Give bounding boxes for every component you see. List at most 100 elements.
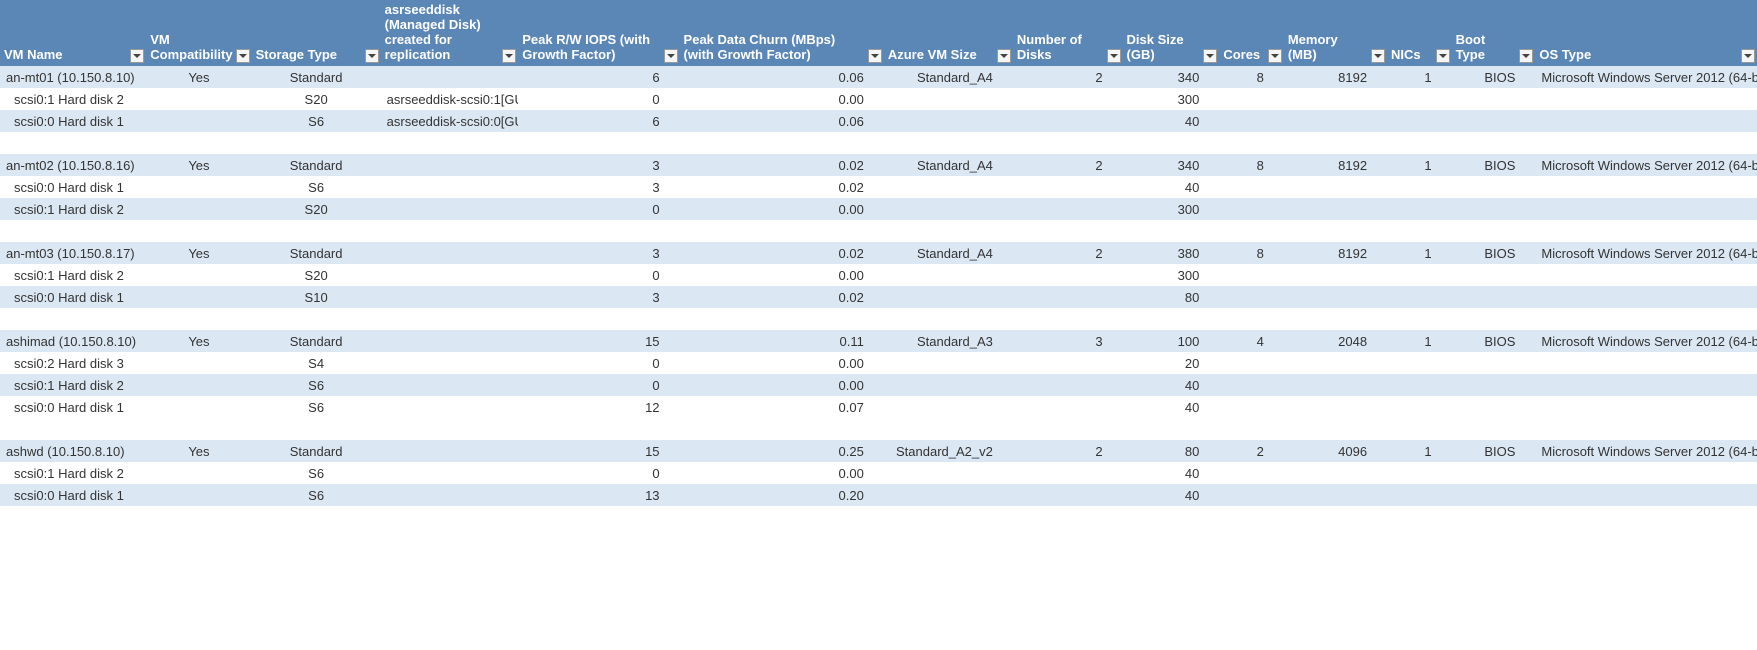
cell-vm_name: an-mt03 (10.150.8.17) xyxy=(0,242,146,264)
cell-iops xyxy=(518,308,679,330)
cell-disk_size xyxy=(1123,308,1220,330)
cell-num_disks xyxy=(1013,264,1123,286)
cell-memory xyxy=(1284,88,1387,110)
cell-vm_name: ashimad (10.150.8.10) xyxy=(0,330,146,352)
cell-iops: 0 xyxy=(518,374,679,396)
cell-iops: 3 xyxy=(518,286,679,308)
cell-churn: 0.20 xyxy=(680,484,884,506)
cell-vm_compat xyxy=(146,484,251,506)
table-row: scsi0:1 Hard disk 2S2000.00300 xyxy=(0,264,1757,286)
filter-dropdown-icon[interactable] xyxy=(236,49,250,63)
cell-memory xyxy=(1284,264,1387,286)
cell-os xyxy=(1535,220,1757,242)
cell-storage_type: S20 xyxy=(252,88,381,110)
filter-dropdown-icon[interactable] xyxy=(502,49,516,63)
cell-nics xyxy=(1387,88,1452,110)
filter-dropdown-icon[interactable] xyxy=(365,49,379,63)
table-row: scsi0:1 Hard disk 2S600.0040 xyxy=(0,462,1757,484)
cell-iops: 6 xyxy=(518,66,679,88)
filter-dropdown-icon[interactable] xyxy=(1107,49,1121,63)
col-header-label: Azure VM Size xyxy=(888,47,1009,62)
table-row: scsi0:2 Hard disk 3S400.0020 xyxy=(0,352,1757,374)
table-row: an-mt03 (10.150.8.17)YesStandard30.02Sta… xyxy=(0,242,1757,264)
cell-storage_type xyxy=(252,308,381,330)
cell-nics xyxy=(1387,352,1452,374)
cell-storage_type: S6 xyxy=(252,484,381,506)
cell-azure_size: Standard_A4 xyxy=(884,66,1013,88)
cell-churn xyxy=(680,308,884,330)
filter-dropdown-icon[interactable] xyxy=(664,49,678,63)
cell-disk_size: 20 xyxy=(1123,352,1220,374)
col-header-churn: Peak Data Churn (MBps) (with Growth Fact… xyxy=(680,0,884,66)
cell-vm_compat: Yes xyxy=(146,242,251,264)
filter-dropdown-icon[interactable] xyxy=(1436,49,1450,63)
cell-vm_compat xyxy=(146,286,251,308)
filter-dropdown-icon[interactable] xyxy=(130,49,144,63)
cell-os xyxy=(1535,110,1757,132)
cell-os xyxy=(1535,462,1757,484)
cell-cores xyxy=(1219,220,1284,242)
cell-nics xyxy=(1387,374,1452,396)
cell-azure_size xyxy=(884,374,1013,396)
cell-memory xyxy=(1284,374,1387,396)
cell-memory xyxy=(1284,352,1387,374)
filter-dropdown-icon[interactable] xyxy=(868,49,882,63)
cell-churn: 0.07 xyxy=(680,396,884,418)
cell-storage_type: Standard xyxy=(252,330,381,352)
filter-dropdown-icon[interactable] xyxy=(997,49,1011,63)
cell-cores xyxy=(1219,484,1284,506)
filter-dropdown-icon[interactable] xyxy=(1371,49,1385,63)
cell-vm_name: scsi0:1 Hard disk 2 xyxy=(0,264,146,286)
cell-churn: 0.25 xyxy=(680,440,884,462)
cell-churn xyxy=(680,506,884,528)
cell-churn: 0.11 xyxy=(680,330,884,352)
cell-asrseed xyxy=(381,264,519,286)
table-row: scsi0:0 Hard disk 1S6asrseeddisk-scsi0:0… xyxy=(0,110,1757,132)
cell-cores: 8 xyxy=(1219,66,1284,88)
cell-churn: 0.02 xyxy=(680,154,884,176)
blank-row xyxy=(0,418,1757,440)
cell-memory xyxy=(1284,418,1387,440)
cell-memory xyxy=(1284,484,1387,506)
cell-nics: 1 xyxy=(1387,154,1452,176)
cell-boot xyxy=(1452,374,1536,396)
cell-iops: 0 xyxy=(518,352,679,374)
col-header-label: Peak Data Churn (MBps) (with Growth Fact… xyxy=(684,32,880,62)
cell-vm_compat xyxy=(146,506,251,528)
cell-vm_name xyxy=(0,506,146,528)
cell-memory xyxy=(1284,132,1387,154)
table-row: scsi0:0 Hard disk 1S6120.0740 xyxy=(0,396,1757,418)
cell-iops: 3 xyxy=(518,242,679,264)
cell-disk_size: 100 xyxy=(1123,330,1220,352)
cell-nics xyxy=(1387,418,1452,440)
filter-dropdown-icon[interactable] xyxy=(1741,49,1755,63)
col-header-label: Memory (MB) xyxy=(1288,32,1383,62)
filter-dropdown-icon[interactable] xyxy=(1268,49,1282,63)
cell-memory xyxy=(1284,396,1387,418)
cell-azure_size xyxy=(884,418,1013,440)
cell-num_disks xyxy=(1013,462,1123,484)
col-header-label: Storage Type xyxy=(256,47,377,62)
filter-dropdown-icon[interactable] xyxy=(1203,49,1217,63)
cell-churn: 0.00 xyxy=(680,264,884,286)
cell-storage_type xyxy=(252,220,381,242)
cell-iops xyxy=(518,132,679,154)
cell-azure_size xyxy=(884,506,1013,528)
cell-boot xyxy=(1452,110,1536,132)
cell-num_disks xyxy=(1013,308,1123,330)
filter-dropdown-icon[interactable] xyxy=(1519,49,1533,63)
cell-cores xyxy=(1219,418,1284,440)
col-header-label: Disk Size (GB) xyxy=(1127,32,1216,62)
col-header-num_disks: Number of Disks xyxy=(1013,0,1123,66)
cell-asrseed xyxy=(381,308,519,330)
col-header-azure_size: Azure VM Size xyxy=(884,0,1013,66)
cell-boot xyxy=(1452,88,1536,110)
cell-vm_compat xyxy=(146,352,251,374)
cell-storage_type: S4 xyxy=(252,352,381,374)
cell-nics xyxy=(1387,132,1452,154)
cell-storage_type: S20 xyxy=(252,264,381,286)
cell-nics xyxy=(1387,286,1452,308)
cell-boot xyxy=(1452,176,1536,198)
cell-azure_size xyxy=(884,484,1013,506)
cell-disk_size: 80 xyxy=(1123,286,1220,308)
